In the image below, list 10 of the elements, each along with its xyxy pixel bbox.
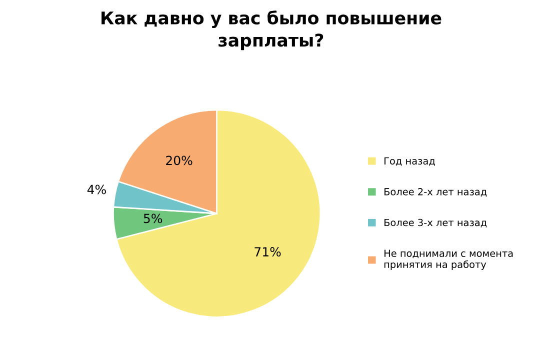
- legend-label: Год назад: [384, 157, 435, 166]
- data-label: 5%: [144, 214, 162, 224]
- legend-label: Не поднимали с момента принятия на работу: [384, 250, 513, 270]
- data-label: 4%: [87, 184, 106, 194]
- data-label: 20%: [166, 156, 192, 166]
- legend-label: Более 3-х лет назад: [384, 218, 487, 228]
- chart-title: Как давно у вас было повышение зарплаты?: [102, 10, 442, 50]
- data-label: 71%: [254, 247, 281, 256]
- legend-label: Более 2-х лет назад: [384, 188, 487, 197]
- pie-slice: [116, 109, 322, 318]
